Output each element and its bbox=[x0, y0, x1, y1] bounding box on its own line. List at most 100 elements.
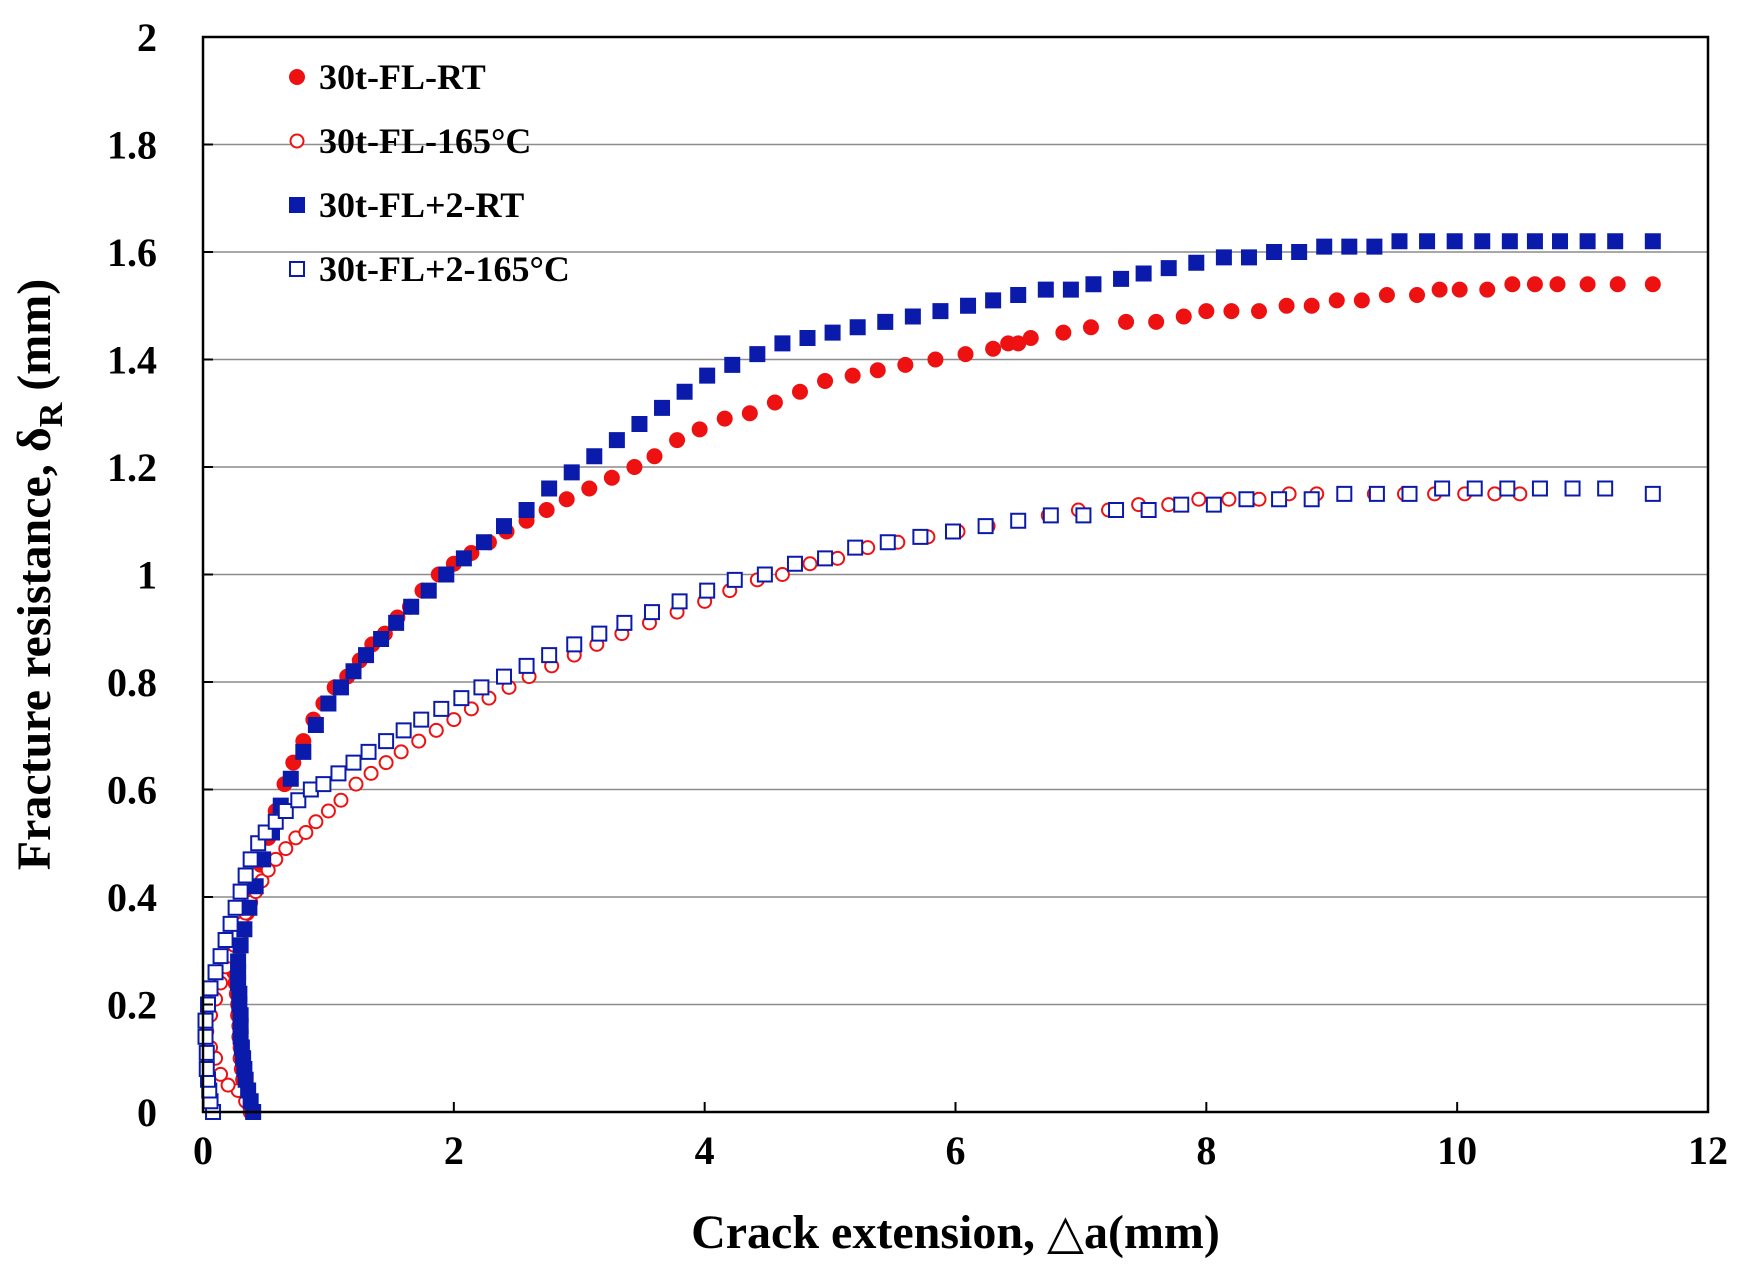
series-1-point-62 bbox=[1191, 491, 1207, 507]
series-2-point-63 bbox=[1160, 260, 1177, 277]
series-0-point-82 bbox=[1549, 276, 1566, 293]
series-2-point-72 bbox=[1391, 233, 1408, 250]
series-2-point-27 bbox=[345, 663, 362, 680]
series-2-point-71 bbox=[1366, 238, 1383, 255]
series-3-point-69 bbox=[1564, 480, 1581, 497]
legend-label-1: 30t-FL-165°C bbox=[319, 121, 531, 161]
series-0-point-52 bbox=[791, 383, 808, 400]
legend-marker-1 bbox=[289, 133, 305, 149]
series-0-point-85 bbox=[1644, 276, 1661, 293]
series-2-point-26 bbox=[332, 679, 349, 696]
series-2-point-56 bbox=[985, 292, 1002, 309]
series-2-point-80 bbox=[1607, 233, 1624, 250]
series-3-point-40 bbox=[643, 604, 660, 621]
series-2-point-16 bbox=[236, 921, 253, 938]
series-3-point-25 bbox=[330, 765, 347, 782]
series-3-point-58 bbox=[1205, 496, 1222, 513]
series-1-point-22 bbox=[278, 841, 294, 857]
series-0-point-45 bbox=[626, 459, 643, 475]
series-0-point-72 bbox=[1303, 297, 1320, 314]
series-3-point-56 bbox=[1140, 502, 1157, 518]
series-0-point-46 bbox=[646, 448, 663, 465]
y-tick-label-1: 0.2 bbox=[107, 983, 157, 1028]
series-3-point-42 bbox=[699, 582, 716, 599]
series-2-point-14 bbox=[230, 953, 247, 970]
y-tick-label-5: 1 bbox=[137, 553, 157, 598]
series-3-point-71 bbox=[1644, 485, 1661, 502]
series-2-point-37 bbox=[518, 502, 535, 518]
legend-marker-0 bbox=[289, 69, 305, 85]
series-3-point-9 bbox=[202, 980, 219, 997]
y-tick-label-9: 1.8 bbox=[107, 123, 157, 168]
series-3-point-12 bbox=[217, 932, 234, 948]
series-0-point-48 bbox=[691, 421, 708, 438]
series-2-point-35 bbox=[475, 534, 492, 551]
series-0-point-57 bbox=[927, 351, 944, 368]
series-3-point-67 bbox=[1499, 480, 1516, 497]
series-0-point-56 bbox=[897, 356, 914, 373]
series-0-point-44 bbox=[603, 469, 620, 486]
series-2-point-60 bbox=[1085, 276, 1102, 293]
series-0-point-83 bbox=[1579, 276, 1596, 293]
legend-label-2: 30t-FL+2-RT bbox=[319, 185, 524, 225]
series-3-point-70 bbox=[1597, 480, 1614, 497]
series-2-point-15 bbox=[232, 937, 249, 954]
legend-label-0: 30t-FL-RT bbox=[319, 57, 486, 97]
series-0-point-80 bbox=[1504, 276, 1521, 293]
series-3-point-60 bbox=[1271, 491, 1288, 508]
x-tick-label-4: 8 bbox=[1196, 1128, 1216, 1173]
series-3-point-34 bbox=[496, 668, 512, 685]
series-2-point-74 bbox=[1446, 233, 1463, 250]
series-3-point-33 bbox=[473, 679, 490, 696]
series-0-point-68 bbox=[1198, 303, 1215, 320]
series-0-point-65 bbox=[1118, 313, 1135, 330]
y-axis-title-unit: (mm) bbox=[8, 279, 61, 403]
series-0-point-84 bbox=[1609, 276, 1626, 293]
series-1-point-34 bbox=[446, 712, 462, 728]
x-axis-title: Crack extension, △a(mm) bbox=[691, 1206, 1220, 1259]
series-2-point-64 bbox=[1188, 254, 1205, 271]
y-tick-label-4: 0.8 bbox=[107, 660, 157, 705]
series-0-point-73 bbox=[1328, 292, 1345, 309]
series-3-point-54 bbox=[1075, 507, 1092, 524]
series-3-point-52 bbox=[1010, 512, 1027, 529]
series-3-point-10 bbox=[207, 964, 224, 981]
series-2-point-47 bbox=[749, 346, 766, 363]
series-0-point-66 bbox=[1148, 313, 1165, 330]
series-1-point-25 bbox=[308, 814, 324, 830]
series-2 bbox=[230, 233, 1661, 1120]
y-tick-label-10: 2 bbox=[137, 15, 157, 60]
series-3-point-31 bbox=[433, 700, 450, 717]
series-2-point-68 bbox=[1291, 244, 1308, 260]
series-2-point-45 bbox=[699, 367, 716, 384]
series-3-point-53 bbox=[1042, 507, 1059, 524]
series-2-point-58 bbox=[1037, 281, 1054, 298]
series-0-point-41 bbox=[538, 502, 555, 518]
series-1-point-28 bbox=[348, 776, 364, 792]
series-2-point-54 bbox=[932, 303, 949, 320]
series-3-point-17 bbox=[242, 851, 259, 868]
series-1-point-49 bbox=[802, 556, 818, 572]
series-2-point-70 bbox=[1341, 238, 1358, 255]
series-0-point-55 bbox=[869, 362, 886, 379]
series-2-point-38 bbox=[541, 480, 558, 497]
legend-marker-2 bbox=[289, 197, 305, 213]
series-0-point-78 bbox=[1451, 281, 1468, 298]
series-3-point-30 bbox=[413, 711, 430, 728]
series-2-point-41 bbox=[608, 432, 625, 449]
series-0-point-53 bbox=[817, 373, 834, 389]
axis-ticks: 0 0.2 0.4 0.6 0.8 1 1.2 1.4 1.6 1.8 2 0 2 4 6 8 10 12 bbox=[107, 15, 1728, 1173]
series-1-point-31 bbox=[393, 744, 409, 760]
series-0-point-51 bbox=[766, 394, 783, 411]
series-2-point-78 bbox=[1552, 233, 1569, 250]
series-3-point-6 bbox=[197, 1028, 214, 1045]
y-tick-label-6: 1.2 bbox=[107, 445, 157, 490]
series-1-point-24 bbox=[298, 825, 314, 840]
series-2-point-44 bbox=[676, 383, 693, 400]
y-tick-label-7: 1.4 bbox=[107, 338, 157, 383]
series-0-point-64 bbox=[1082, 319, 1099, 336]
series-3-point-48 bbox=[879, 534, 896, 551]
series-3-point-62 bbox=[1336, 485, 1353, 502]
data-series bbox=[197, 233, 1661, 1120]
series-0-point-67 bbox=[1175, 308, 1192, 325]
